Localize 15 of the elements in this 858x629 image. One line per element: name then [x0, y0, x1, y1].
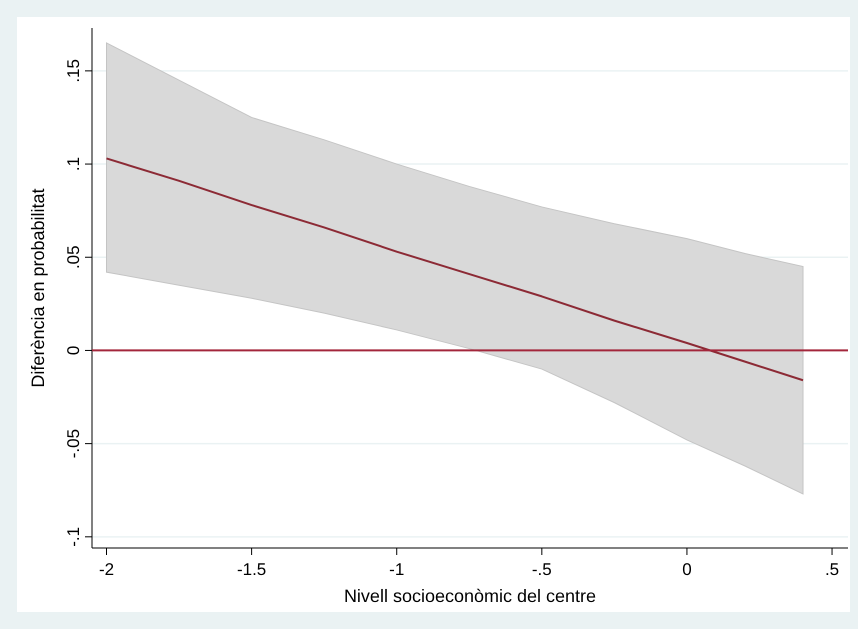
- y-tick-label: -.05: [64, 428, 83, 458]
- y-axis-title: Diferència en probabilitat: [28, 188, 48, 388]
- x-tick-label: .5: [824, 560, 840, 579]
- y-tick-label: -.1: [64, 526, 83, 547]
- x-tick-label: -1.5: [236, 560, 266, 579]
- x-tick-label: -.5: [532, 560, 552, 579]
- x-tick-label: 0: [682, 560, 692, 579]
- x-tick-label: -1: [389, 560, 404, 579]
- x-tick-label: -2: [98, 560, 114, 579]
- y-tick-label: .15: [64, 59, 83, 83]
- y-tick-label: .05: [64, 245, 83, 270]
- line-series: [106, 157, 804, 382]
- y-tick-label: .1: [64, 156, 83, 172]
- y-tick-label: 0: [64, 346, 83, 356]
- x-axis-title: Nivell socioeconòmic del centre: [344, 586, 596, 606]
